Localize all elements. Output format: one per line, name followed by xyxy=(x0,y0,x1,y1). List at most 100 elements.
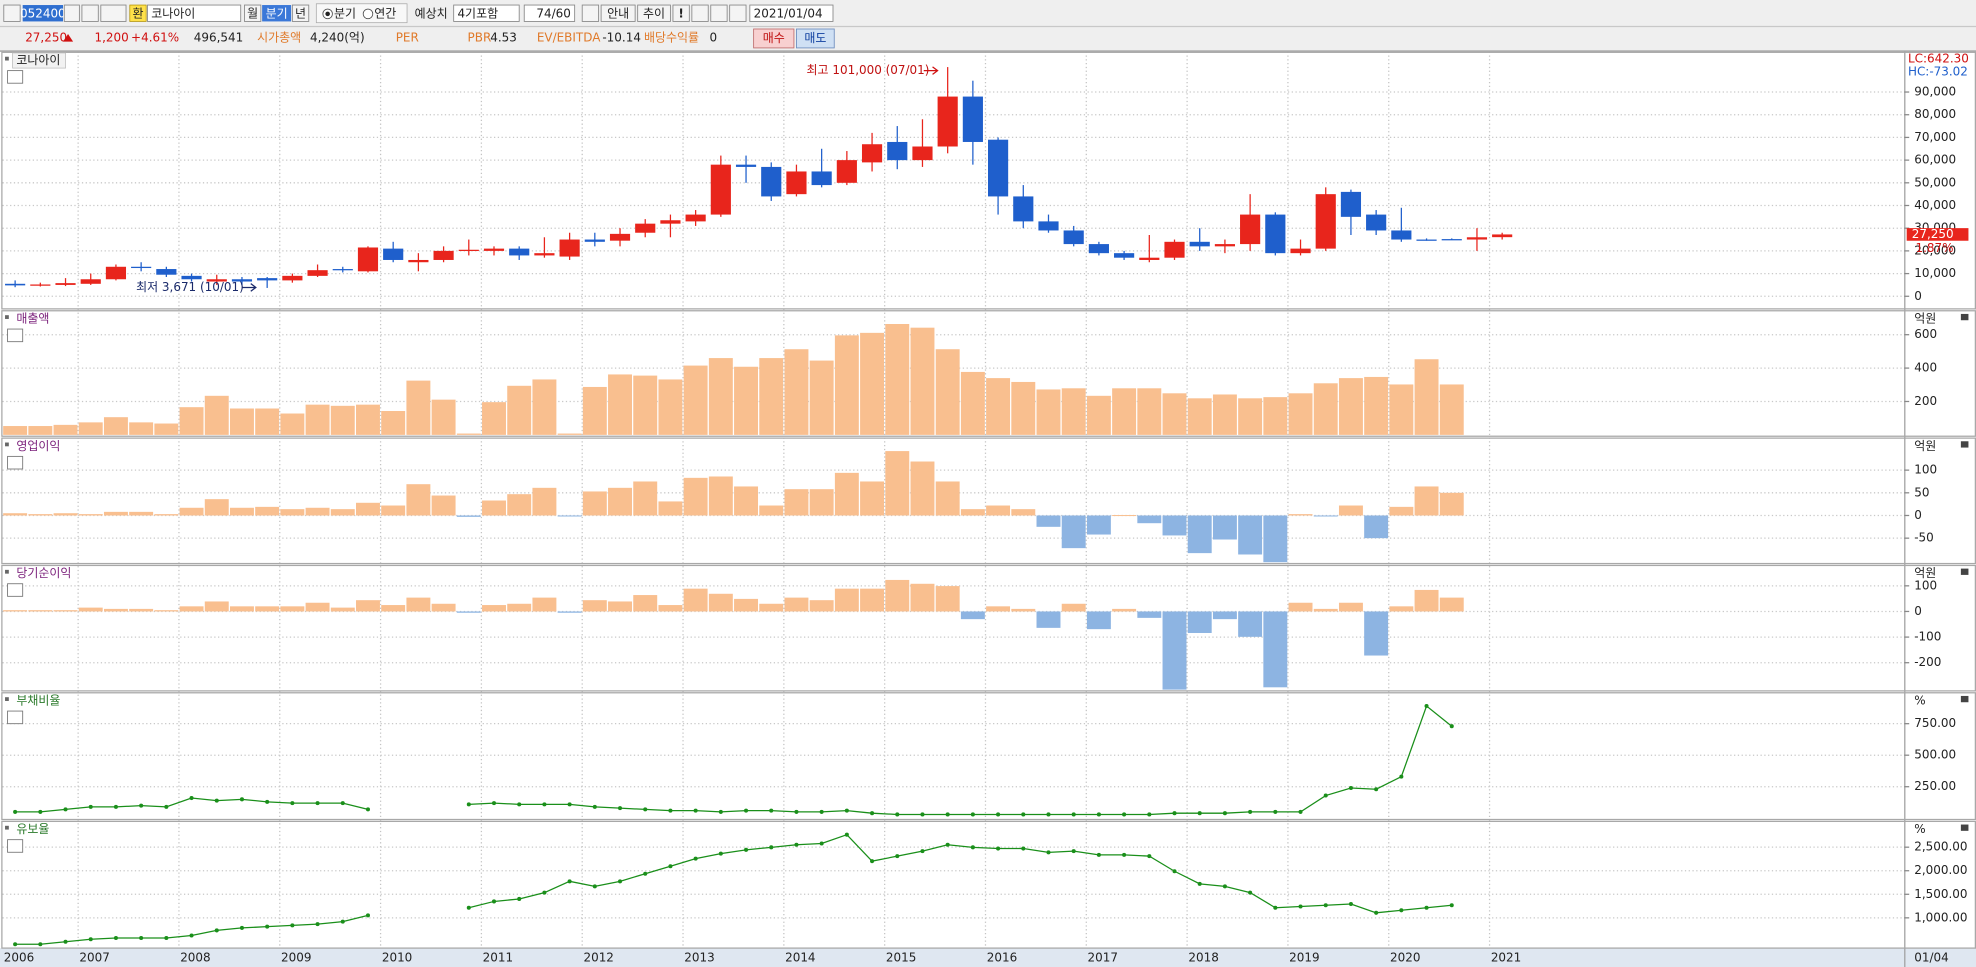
date[interactable]: 2021/01/04 xyxy=(754,6,823,20)
panel-icon xyxy=(7,328,24,343)
candle-body xyxy=(282,275,303,281)
period-button-active[interactable] xyxy=(262,5,292,22)
dropdown[interactable] xyxy=(63,4,80,22)
bar xyxy=(1086,515,1111,535)
stock-name[interactable]: 코나아이 xyxy=(151,6,195,20)
settings-icon[interactable] xyxy=(729,4,747,22)
candle-body xyxy=(1038,221,1059,231)
date-box[interactable] xyxy=(749,4,834,22)
candle-body xyxy=(811,171,832,186)
candle-body xyxy=(1139,257,1160,260)
point xyxy=(466,905,471,910)
bar xyxy=(1137,388,1162,435)
bar xyxy=(204,395,229,435)
tool-icon[interactable] xyxy=(691,4,709,22)
point xyxy=(542,802,547,807)
candle-body xyxy=(988,139,1009,197)
name-box[interactable] xyxy=(147,4,242,22)
point xyxy=(1222,884,1227,889)
guide-button[interactable] xyxy=(600,4,636,22)
count[interactable]: 74/60 xyxy=(536,6,570,20)
buy-button[interactable] xyxy=(753,28,795,49)
point xyxy=(718,809,723,814)
radio-off[interactable] xyxy=(362,8,374,20)
candle-body xyxy=(1063,230,1084,245)
bar xyxy=(78,514,103,516)
point xyxy=(1197,881,1202,886)
period-button[interactable] xyxy=(244,4,262,22)
radio-quarter[interactable]: 분기 xyxy=(334,6,356,20)
estimate-option[interactable]: 4기포함 xyxy=(457,6,498,20)
y-tick-label: -200 xyxy=(1914,655,1941,669)
change-pct: +4.61% xyxy=(131,30,179,44)
panel-marker xyxy=(5,697,9,701)
panel-title: 매출액 xyxy=(16,311,49,325)
point xyxy=(139,803,144,808)
volume: 496,541 xyxy=(194,30,243,44)
sell-button[interactable] xyxy=(796,28,835,49)
candle-body xyxy=(1240,214,1261,245)
bar xyxy=(1338,505,1363,516)
trend-button[interactable] xyxy=(637,4,671,22)
point xyxy=(744,847,749,852)
bar xyxy=(1263,515,1288,563)
bar xyxy=(1439,492,1464,516)
point xyxy=(1298,809,1303,814)
point xyxy=(290,801,295,806)
currency-box[interactable] xyxy=(129,4,147,22)
y-tick-label: 50 xyxy=(1914,485,1929,499)
zoom-icon[interactable] xyxy=(581,4,600,22)
point xyxy=(996,846,1001,851)
bar xyxy=(910,583,935,612)
period-quarter[interactable]: 분기 xyxy=(266,6,288,20)
bar xyxy=(255,606,280,612)
point xyxy=(996,812,1001,817)
bar xyxy=(179,407,204,435)
period-month[interactable]: 월 xyxy=(247,6,258,20)
trend-text[interactable]: 추이 xyxy=(643,6,665,20)
alert-button[interactable] xyxy=(672,4,690,22)
stock-code[interactable]: 052400 xyxy=(20,6,66,20)
bar xyxy=(885,579,910,612)
sound-icon[interactable] xyxy=(100,4,127,22)
radio-annual[interactable]: 연간 xyxy=(374,6,396,20)
bar xyxy=(1086,611,1111,630)
currency[interactable]: 환 xyxy=(132,6,143,20)
period-year[interactable]: 년 xyxy=(295,6,306,20)
code-box[interactable] xyxy=(22,5,64,22)
bar xyxy=(658,501,683,516)
point xyxy=(1172,869,1177,874)
buy-text[interactable]: 매수 xyxy=(763,31,785,45)
point xyxy=(214,798,219,803)
save-icon[interactable] xyxy=(710,4,728,22)
sell-text[interactable]: 매도 xyxy=(804,31,826,45)
point xyxy=(38,942,43,947)
menu-icon[interactable] xyxy=(3,4,21,22)
bar xyxy=(1036,515,1061,527)
panel-frame xyxy=(1,564,1976,692)
guide-text[interactable]: 안내 xyxy=(607,6,629,20)
bar xyxy=(582,600,607,612)
count-box[interactable] xyxy=(523,4,576,22)
point xyxy=(491,801,497,806)
y-tick-label: 100 xyxy=(1914,578,1937,592)
bar xyxy=(960,371,985,435)
point xyxy=(895,854,900,859)
estimate-select[interactable] xyxy=(453,4,520,22)
point xyxy=(945,842,950,847)
point xyxy=(1449,903,1454,908)
search-icon[interactable] xyxy=(81,4,99,22)
panel-corner xyxy=(1960,824,1969,831)
bar xyxy=(1112,608,1137,612)
point xyxy=(1071,812,1076,817)
point xyxy=(13,809,18,814)
bar xyxy=(1414,486,1439,516)
alert-text[interactable]: ! xyxy=(678,6,683,20)
ev-label: EV/EBITDA xyxy=(537,30,601,44)
candle-body xyxy=(5,283,26,286)
bar xyxy=(784,349,809,435)
bar xyxy=(482,402,506,435)
bar xyxy=(53,610,78,612)
period-button[interactable] xyxy=(291,4,310,22)
bar xyxy=(1086,395,1111,435)
